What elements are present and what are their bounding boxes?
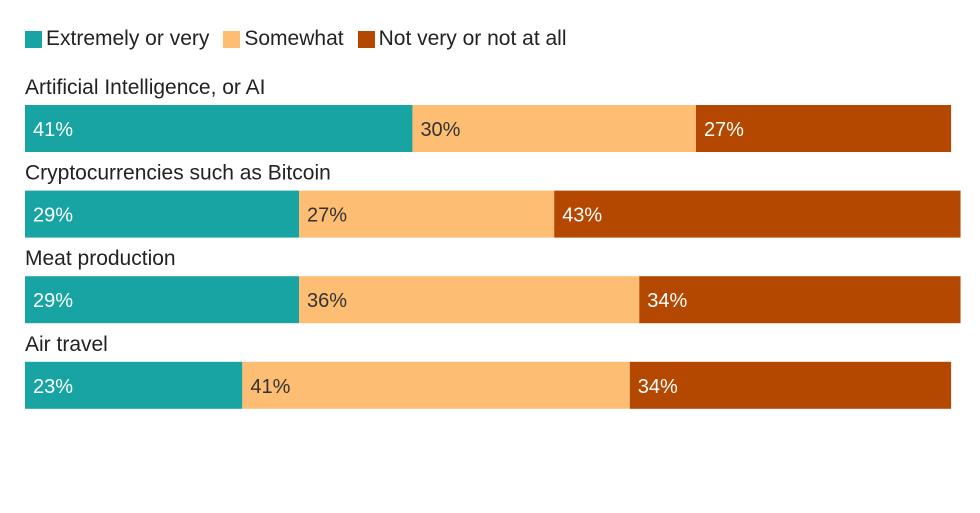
data-label: 27% — [704, 119, 744, 141]
data-label: 29% — [33, 290, 73, 312]
bar-segment — [25, 276, 300, 324]
data-label: 36% — [307, 290, 347, 312]
bar-segment — [639, 276, 961, 324]
bar-segment — [299, 276, 640, 324]
legend-item: Extremely or very — [25, 27, 209, 51]
bar-segment — [412, 105, 696, 152]
legend: Extremely or very Somewhat Not very or not… — [25, 27, 581, 51]
data-label: 29% — [33, 205, 73, 227]
legend-label: Extremely or very — [46, 27, 210, 50]
bar-segment — [554, 190, 961, 238]
category-label: Meat production — [25, 247, 176, 270]
legend-label: Somewhat — [244, 27, 344, 50]
legend-swatch — [357, 30, 375, 48]
data-label: 34% — [647, 290, 687, 312]
bar-segment — [629, 361, 952, 409]
data-label: 41% — [33, 119, 73, 141]
bar-segment — [25, 361, 243, 409]
data-label: 23% — [33, 376, 73, 398]
data-label: 34% — [638, 376, 678, 398]
data-label: 41% — [250, 376, 290, 398]
legend-swatch — [25, 30, 42, 48]
data-label: 27% — [307, 205, 347, 227]
bar-segment — [242, 361, 630, 409]
bar-segment — [695, 105, 952, 152]
legend-item: Not very or not at all — [357, 27, 567, 51]
legend-item: Somewhat — [223, 27, 344, 51]
category-label: Cryptocurrencies such as Bitcoin — [25, 162, 331, 185]
category-label: Air travel — [25, 333, 108, 356]
data-label: 43% — [562, 205, 602, 227]
bar-segment — [25, 190, 300, 238]
bar-segment — [25, 105, 413, 152]
legend-swatch — [223, 30, 241, 48]
category-label: Artificial Intelligence, or AI — [25, 76, 265, 99]
legend-label: Not very or not at all — [378, 27, 567, 50]
data-label: 30% — [420, 119, 460, 141]
bar-segment — [299, 190, 555, 238]
